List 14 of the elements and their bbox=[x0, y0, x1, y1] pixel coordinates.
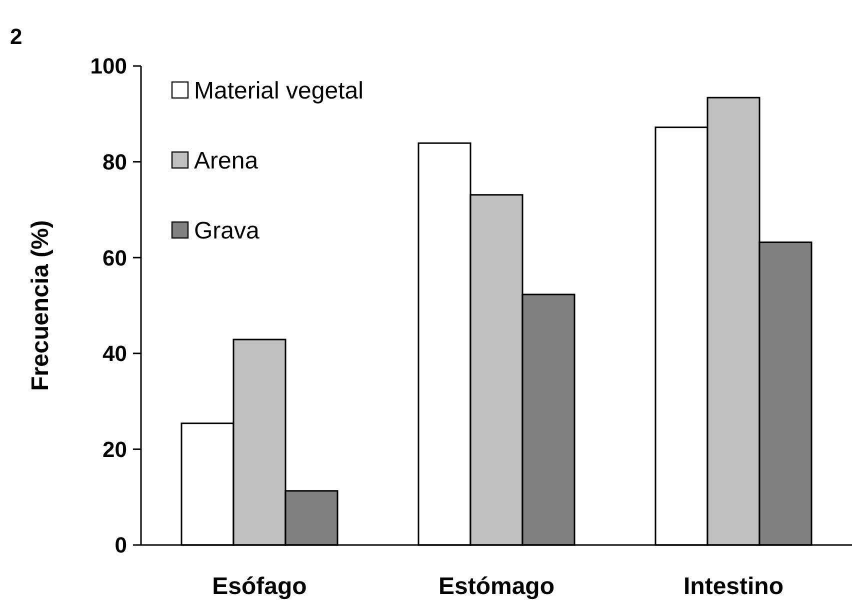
y-tick-label: 40 bbox=[102, 341, 127, 366]
y-tick-label: 100 bbox=[90, 54, 127, 79]
y-tick-label: 80 bbox=[102, 150, 127, 174]
y-tick-label: 0 bbox=[114, 532, 127, 558]
legend-label: Material vegetal bbox=[194, 77, 364, 104]
text: 2 bbox=[10, 24, 22, 49]
y-axis-title: Frecuencia (%) bbox=[27, 220, 54, 391]
legend-label: Grava bbox=[194, 217, 260, 244]
y-tick-label: 20 bbox=[102, 436, 127, 462]
x-tick-label: Estómago bbox=[438, 573, 555, 600]
legend-label: Arena bbox=[194, 147, 259, 174]
x-tick-label: Esófago bbox=[212, 573, 307, 600]
y-tick-label: 60 bbox=[102, 245, 127, 270]
x-tick-label: Intestino bbox=[684, 573, 784, 600]
